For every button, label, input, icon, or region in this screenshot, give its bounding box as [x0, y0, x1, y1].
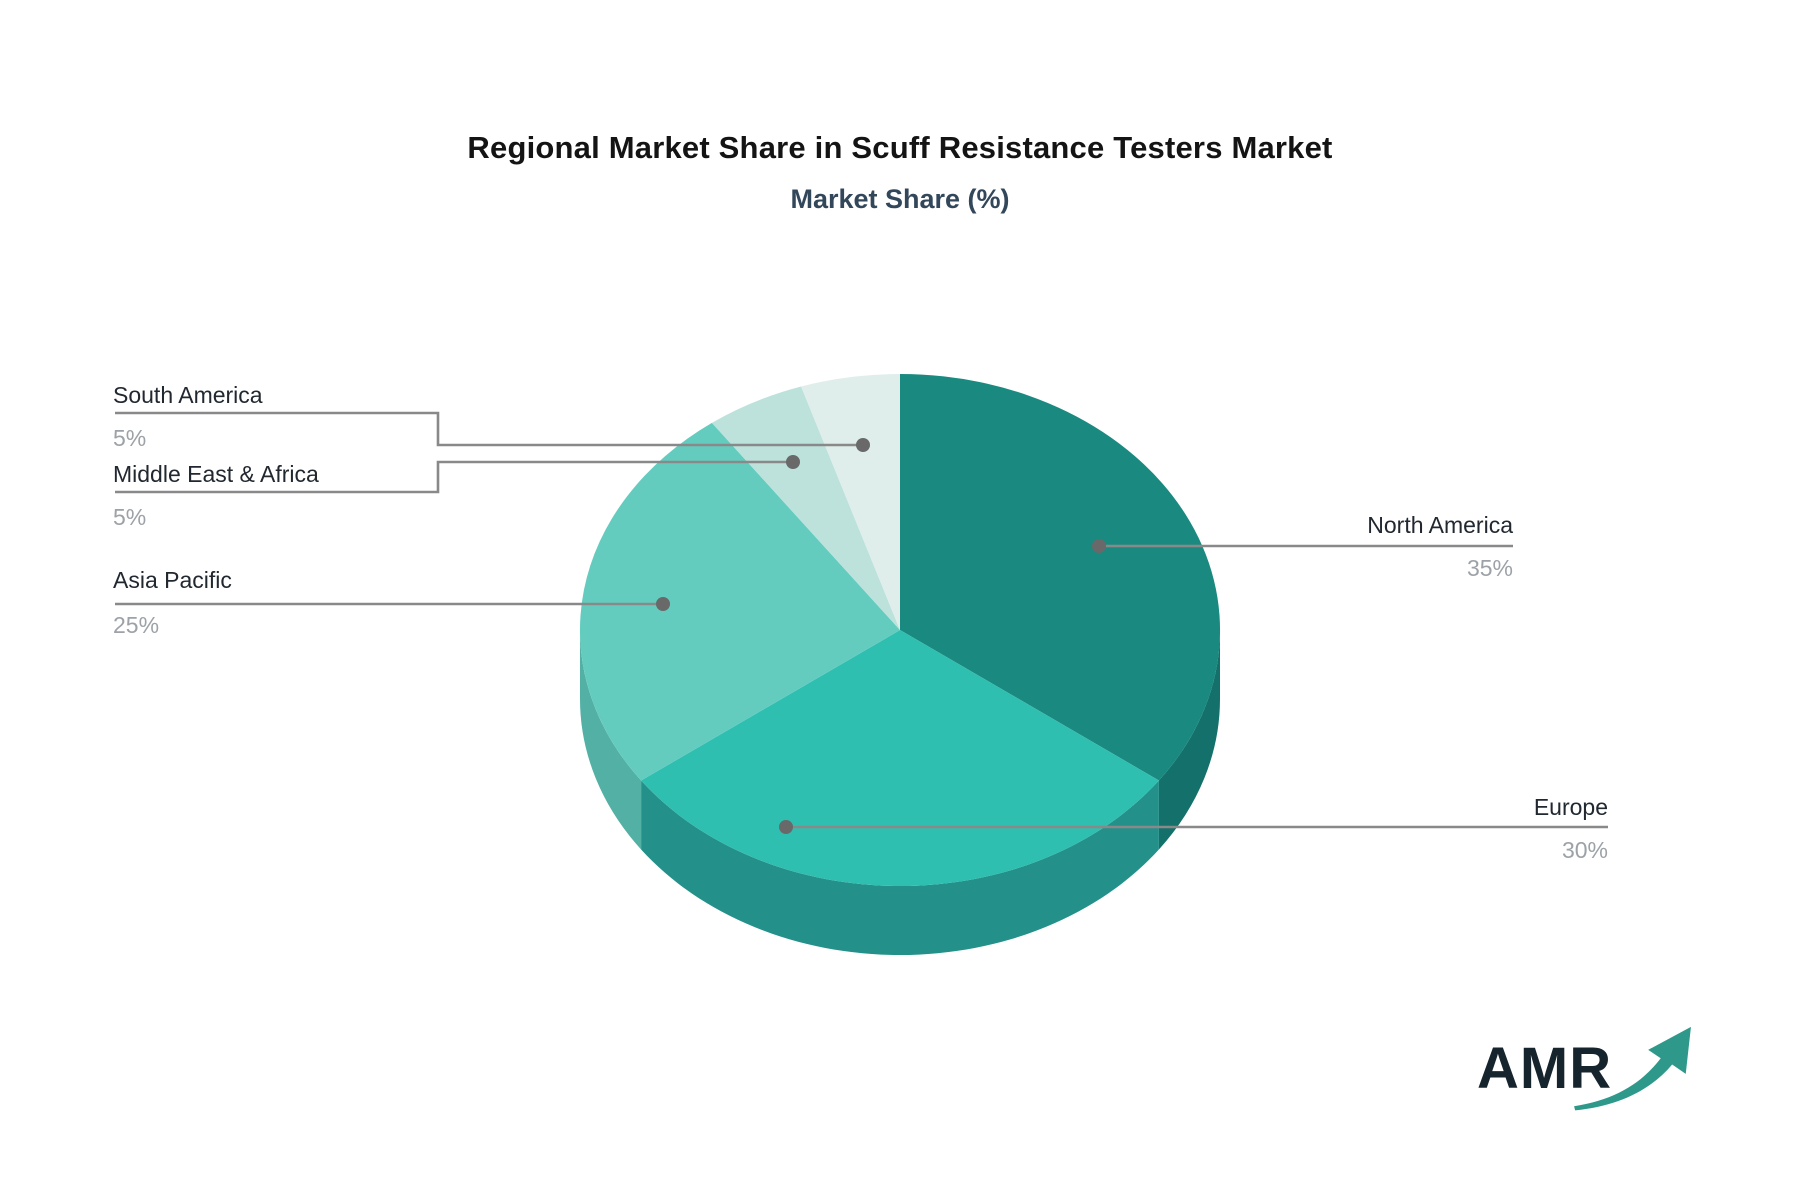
connector-dot-south-america — [856, 438, 870, 452]
pie-slice-south-america — [801, 374, 900, 630]
chart-title: Regional Market Share in Scuff Resistanc… — [467, 130, 1333, 165]
pie-side-asia-pacific — [580, 630, 642, 850]
pie-slice-north-america — [900, 374, 1221, 781]
pie-slice-asia-pacific — [579, 422, 900, 781]
amr-logo-arrow-icon — [1574, 1026, 1691, 1111]
label-group-europe: Europe 30% — [1188, 793, 1608, 865]
connector-dot-north-america — [1092, 539, 1106, 553]
connector-line-south-america — [115, 411, 863, 447]
connector-line-middle-east-africa — [115, 460, 793, 494]
label-name: Europe — [1533, 794, 1608, 820]
label-percent: 5% — [113, 503, 147, 530]
label-name: North America — [1367, 512, 1513, 538]
connector-dot-europe — [779, 820, 793, 834]
label-percent: 35% — [1466, 554, 1513, 581]
pie-slice-europe — [641, 630, 1159, 887]
amr-logo-text: AMR — [1477, 1036, 1613, 1101]
label-percent: 30% — [1561, 836, 1608, 863]
label-name: Middle East & Africa — [113, 461, 319, 487]
label-percent: 25% — [113, 611, 160, 638]
connector-dot-middle-east-africa — [786, 455, 800, 469]
pie-side-north-america — [1158, 630, 1220, 850]
connector-dot-asia-pacific — [656, 597, 670, 611]
label-name: Asia Pacific — [113, 567, 232, 593]
chart-subtitle: Market Share (%) — [790, 184, 1010, 214]
label-group-north-america: North America 35% — [1093, 511, 1513, 583]
label-percent: 5% — [113, 424, 147, 451]
label-group-middle-east-africa: Middle East & Africa 5% — [113, 460, 513, 532]
amr-logo: AMR — [1477, 1026, 1697, 1150]
label-group-south-america: South America 5% — [113, 381, 513, 453]
pie-slice-middle-east-africa — [711, 386, 900, 630]
label-name: South America — [113, 382, 263, 408]
label-group-asia-pacific: Asia Pacific 25% — [113, 566, 513, 640]
pie-side-europe — [641, 780, 1159, 956]
